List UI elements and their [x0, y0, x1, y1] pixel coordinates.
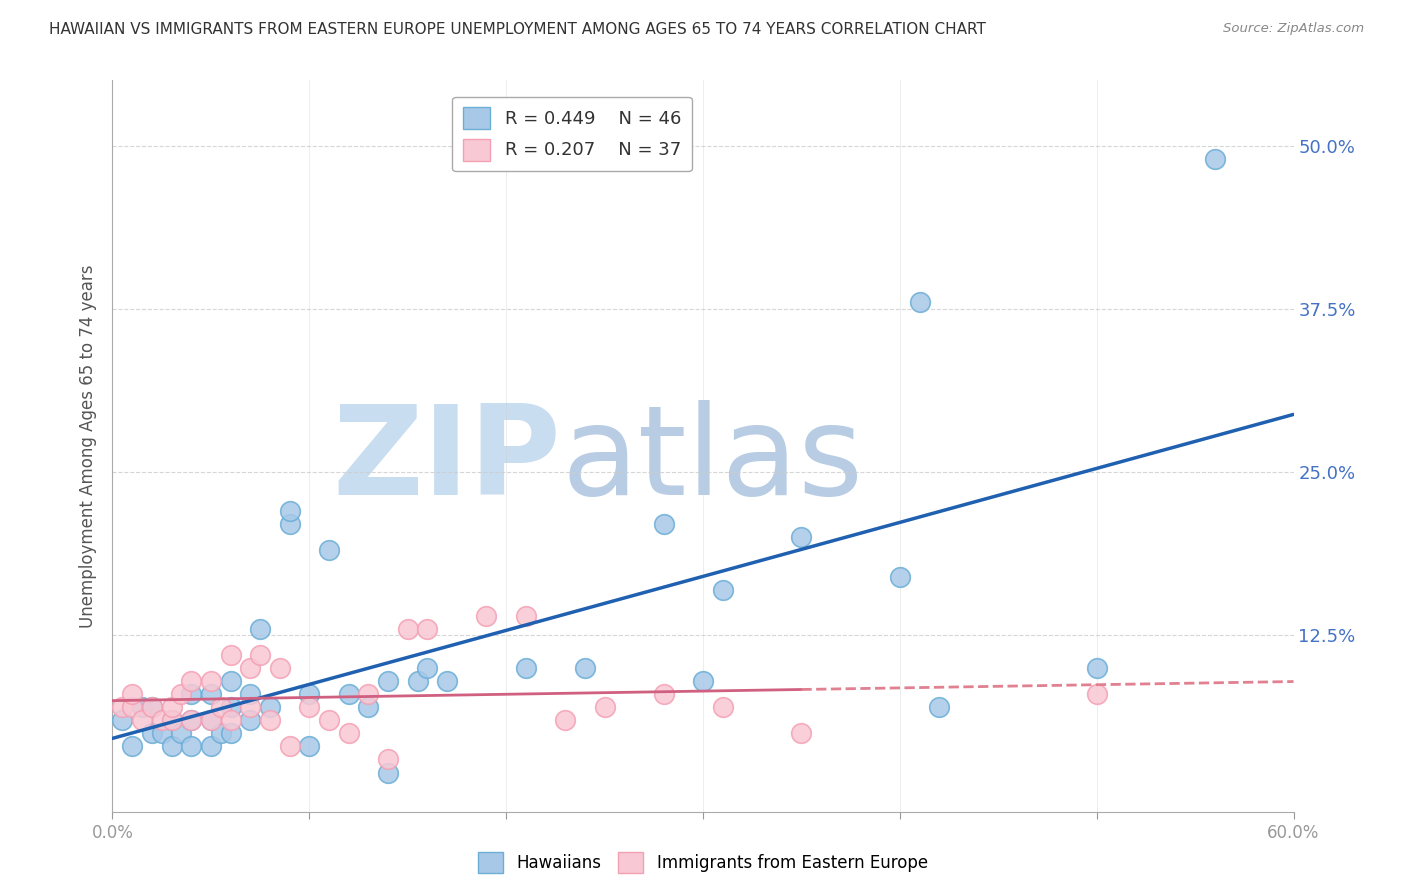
Point [475, 608, 498, 623]
Point [160, 700, 183, 714]
Point [219, 726, 242, 740]
Text: Source: ZipAtlas.com: Source: ZipAtlas.com [1223, 22, 1364, 36]
Point [406, 674, 429, 689]
Point [160, 714, 183, 728]
Point [298, 739, 321, 754]
Point [1204, 152, 1226, 166]
Text: ZIP: ZIP [333, 401, 561, 521]
Point [357, 687, 380, 701]
Point [298, 700, 321, 714]
Point [436, 674, 458, 689]
Point [200, 674, 222, 689]
Legend: R = 0.449    N = 46, R = 0.207    N = 37: R = 0.449 N = 46, R = 0.207 N = 37 [453, 96, 692, 171]
Point [131, 700, 153, 714]
Point [150, 714, 173, 728]
Point [377, 752, 399, 766]
Point [141, 700, 163, 714]
Point [239, 687, 262, 701]
Point [170, 726, 193, 740]
Point [121, 700, 143, 714]
Point [652, 687, 675, 701]
Point [219, 714, 242, 728]
Point [141, 726, 163, 740]
Point [298, 687, 321, 701]
Point [278, 504, 301, 518]
Legend: Hawaiians, Immigrants from Eastern Europe: Hawaiians, Immigrants from Eastern Europ… [471, 846, 935, 880]
Point [259, 714, 281, 728]
Point [131, 714, 153, 728]
Point [593, 700, 616, 714]
Point [200, 714, 222, 728]
Point [318, 543, 340, 558]
Point [790, 726, 813, 740]
Point [396, 622, 419, 636]
Point [121, 739, 143, 754]
Point [200, 739, 222, 754]
Point [219, 674, 242, 689]
Point [711, 700, 734, 714]
Point [515, 608, 537, 623]
Point [357, 700, 380, 714]
Point [416, 622, 439, 636]
Point [200, 714, 222, 728]
Point [141, 700, 163, 714]
Text: HAWAIIAN VS IMMIGRANTS FROM EASTERN EUROPE UNEMPLOYMENT AMONG AGES 65 TO 74 YEAR: HAWAIIAN VS IMMIGRANTS FROM EASTERN EURO… [49, 22, 986, 37]
Point [515, 661, 537, 675]
Point [209, 726, 232, 740]
Point [928, 700, 950, 714]
Point [239, 661, 262, 675]
Point [574, 661, 596, 675]
Point [209, 700, 232, 714]
Point [121, 687, 143, 701]
Text: atlas: atlas [561, 401, 863, 521]
Point [180, 687, 202, 701]
Point [111, 714, 134, 728]
Point [692, 674, 714, 689]
Y-axis label: Unemployment Among Ages 65 to 74 years: Unemployment Among Ages 65 to 74 years [79, 264, 97, 628]
Point [160, 714, 183, 728]
Point [908, 295, 931, 310]
Point [269, 661, 291, 675]
Point [377, 674, 399, 689]
Point [219, 700, 242, 714]
Point [416, 661, 439, 675]
Point [180, 714, 202, 728]
Point [377, 765, 399, 780]
Point [1085, 661, 1108, 675]
Point [259, 700, 281, 714]
Point [180, 674, 202, 689]
Point [1085, 687, 1108, 701]
Point [160, 739, 183, 754]
Point [318, 714, 340, 728]
Point [278, 517, 301, 532]
Point [219, 648, 242, 662]
Point [554, 714, 576, 728]
Point [170, 687, 193, 701]
Point [337, 687, 360, 701]
Point [200, 687, 222, 701]
Point [150, 726, 173, 740]
Point [249, 622, 271, 636]
Point [889, 569, 911, 583]
Point [337, 726, 360, 740]
Point [249, 648, 271, 662]
Point [239, 700, 262, 714]
Point [278, 739, 301, 754]
Point [111, 700, 134, 714]
Point [180, 739, 202, 754]
Point [711, 582, 734, 597]
Point [652, 517, 675, 532]
Point [180, 714, 202, 728]
Point [239, 714, 262, 728]
Point [790, 530, 813, 544]
